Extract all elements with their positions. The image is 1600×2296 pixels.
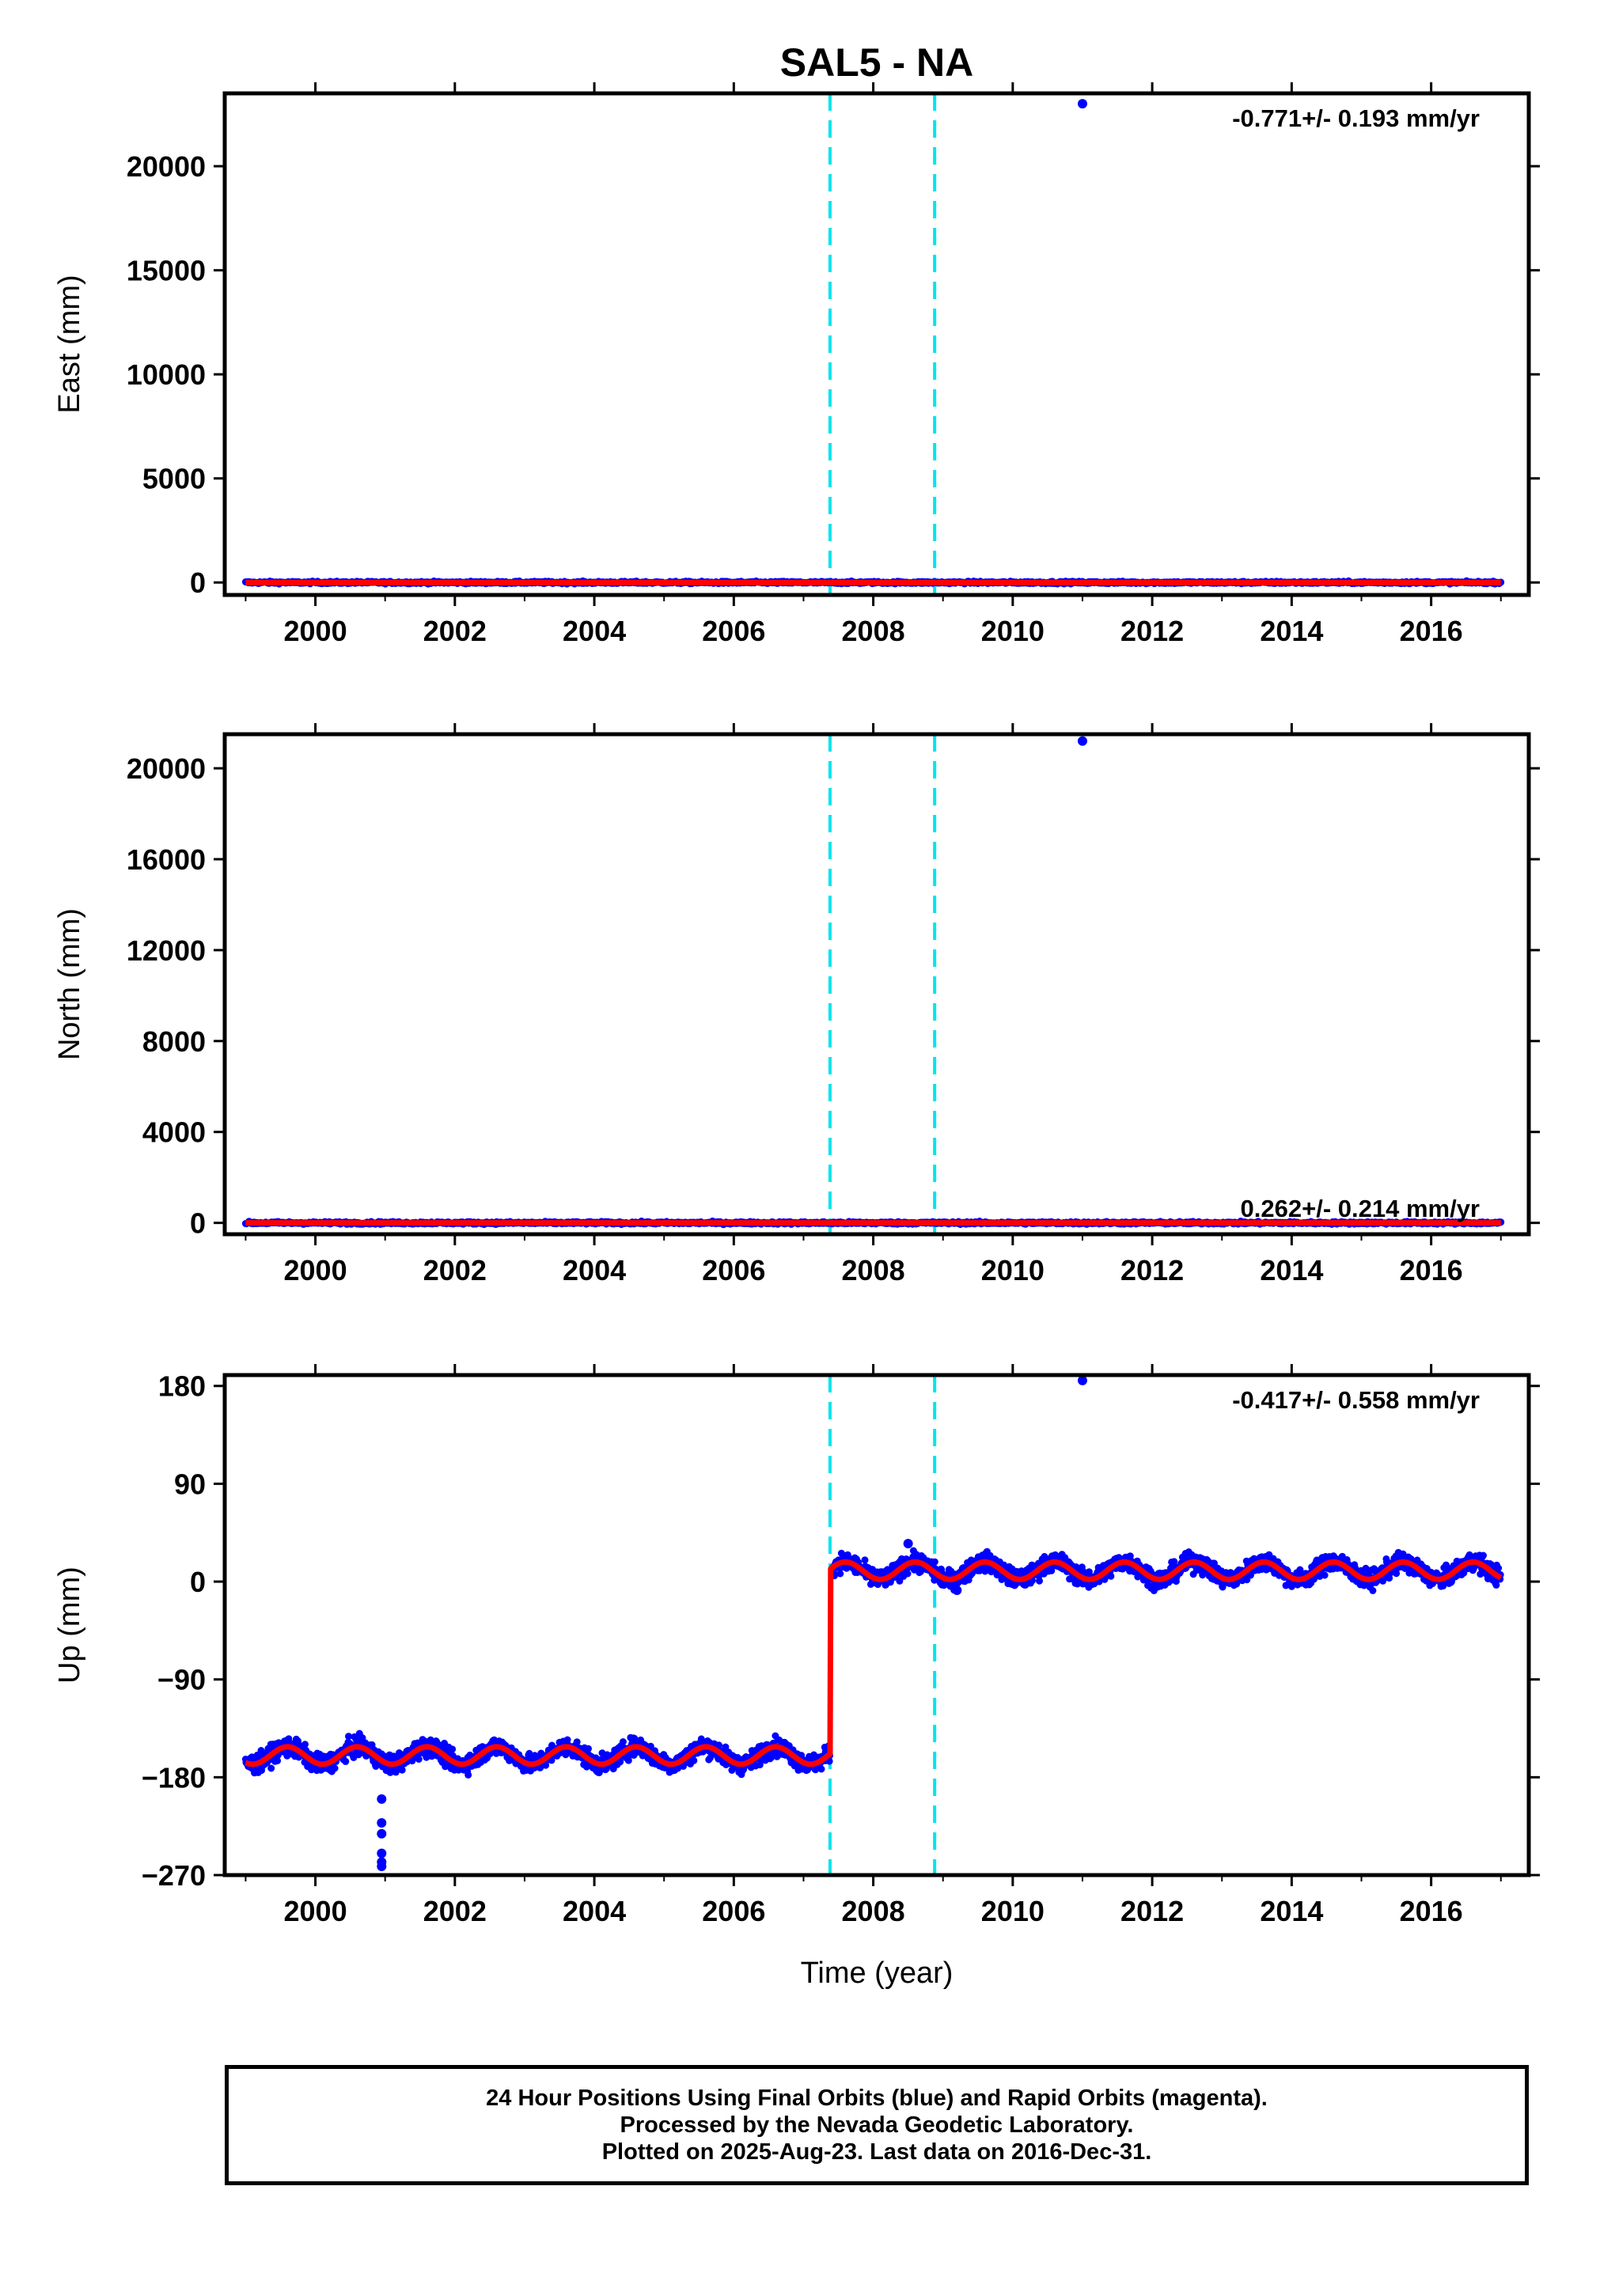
x-tick-label: 2002 <box>423 615 487 647</box>
data-point <box>525 1749 533 1757</box>
plot-frame <box>222 91 1531 597</box>
x-tick-label: 2008 <box>842 615 905 647</box>
data-point <box>464 1771 472 1779</box>
x-tick-label: 2012 <box>1120 615 1184 647</box>
y-tick-label: 5000 <box>142 463 206 495</box>
x-tick-label: 2008 <box>842 1254 905 1286</box>
y-tick-label: 20000 <box>127 150 206 183</box>
x-tick-label: 2004 <box>563 615 626 647</box>
data-point <box>616 1758 624 1766</box>
y-tick-label: 4000 <box>142 1116 206 1149</box>
y-tick-label: 0 <box>190 1207 206 1240</box>
x-tick-label: 2006 <box>702 615 765 647</box>
data-point <box>690 1756 698 1764</box>
panel-1: 2000 2002 2004 2006 2008 2010 2012 2014 2016 0 500… <box>53 82 1540 647</box>
x-tick-label: 2014 <box>1260 615 1323 647</box>
data-point <box>267 1764 275 1772</box>
data-point <box>345 1733 352 1741</box>
figure-title: SAL5 - NA <box>780 40 973 85</box>
data-point <box>563 1736 571 1744</box>
y-tick-label: 12000 <box>127 934 206 967</box>
data-point <box>449 1745 457 1753</box>
outlier-point <box>1077 736 1087 746</box>
outlier-point <box>1077 99 1087 109</box>
y-tick-label: 16000 <box>127 843 206 876</box>
data-point <box>715 1741 722 1749</box>
x-tick-label: 2016 <box>1400 615 1463 647</box>
data-points <box>241 1375 1504 1872</box>
plot-area <box>241 1375 1504 1875</box>
data-point <box>415 1756 423 1763</box>
data-point <box>624 1756 632 1764</box>
data-point <box>861 1556 869 1564</box>
data-point <box>398 1766 406 1774</box>
data-point <box>331 1764 339 1772</box>
data-points <box>241 99 1505 588</box>
data-point <box>817 1765 825 1773</box>
plot-area <box>241 734 1505 1234</box>
data-point <box>825 1757 833 1765</box>
x-tick-label: 2000 <box>284 1254 347 1286</box>
plot-area <box>241 93 1505 595</box>
y-tick-label: 20000 <box>127 752 206 785</box>
y-axis-label: North (mm) <box>53 908 86 1060</box>
data-point <box>585 1745 592 1752</box>
data-point <box>548 1756 555 1764</box>
x-tick-label: 2010 <box>981 615 1045 647</box>
plot-frame <box>222 732 1531 1237</box>
rate-label: -0.771+/- 0.193 mm/yr <box>1232 104 1480 132</box>
x-tick-label: 2016 <box>1400 1254 1463 1286</box>
y-tick-label: 10000 <box>127 358 206 391</box>
data-point <box>573 1738 581 1746</box>
data-points <box>241 736 1505 1229</box>
x-tick-label: 2004 <box>563 1254 626 1286</box>
y-tick-label: 15000 <box>127 255 206 287</box>
data-point <box>931 1558 938 1566</box>
x-tick-label: 2010 <box>981 1254 1045 1286</box>
data-point <box>904 1570 912 1578</box>
x-tick-label: 2012 <box>1120 1254 1184 1286</box>
x-tick-label: 2002 <box>423 1254 487 1286</box>
x-tick-label: 2006 <box>702 1254 765 1286</box>
panel-3: 2000 2002 2004 2006 2008 2010 2012 2014 2016−270… <box>53 1364 1540 1990</box>
x-tick-label: 2000 <box>284 615 347 647</box>
data-point <box>301 1741 309 1749</box>
y-axis-label: East (mm) <box>53 275 86 413</box>
data-point <box>619 1738 627 1745</box>
panel-2: 2000 2002 2004 2006 2008 2010 2012 2014 2016 0 400… <box>53 723 1540 1286</box>
rate-label: 0.262+/- 0.214 mm/yr <box>1241 1195 1480 1222</box>
y-tick-label: 8000 <box>142 1025 206 1058</box>
x-tick-label: 2014 <box>1260 1254 1323 1286</box>
data-point <box>342 1757 350 1765</box>
data-point <box>836 1570 844 1578</box>
data-point <box>274 1757 282 1764</box>
data-point <box>631 1734 639 1742</box>
y-tick-label: 0 <box>190 566 206 599</box>
